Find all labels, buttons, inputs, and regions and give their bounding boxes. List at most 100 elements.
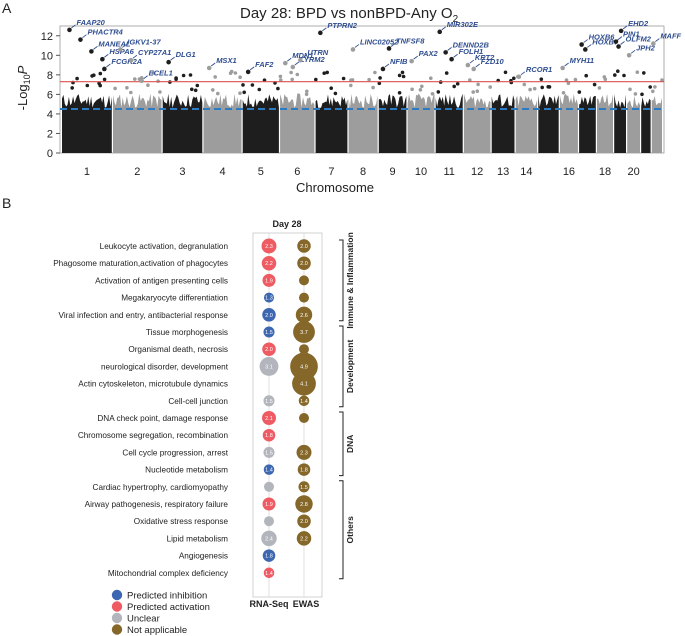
labeled-snp-point (139, 78, 144, 84)
labeled-snp-point (89, 49, 94, 54)
ewas-bubble (296, 531, 312, 546)
ewas-bubble (296, 444, 312, 460)
snp-point (616, 69, 620, 73)
x-tick-label: 10 (415, 166, 427, 178)
rnaseq-bubble (262, 428, 276, 442)
panel-a-label: A (2, 0, 12, 16)
snp-point (233, 71, 238, 75)
legend-swatch (111, 589, 123, 601)
snp-point (400, 70, 405, 75)
labeled-snp-point (471, 66, 477, 72)
ewas-bubble (293, 321, 315, 343)
chromosome-band-20 (627, 95, 640, 153)
rnaseq-bubble (263, 464, 275, 475)
gene-label-arrow (583, 39, 588, 43)
bubble-zscore-label: 1.5 (300, 485, 308, 491)
snp-point (278, 74, 283, 79)
snp-point (547, 85, 552, 89)
snp-point (305, 89, 309, 94)
snp-point (512, 76, 516, 81)
snp-point (540, 85, 544, 90)
rnaseq-bubble (263, 292, 275, 303)
labeled-snp-point (516, 74, 522, 80)
bubble-zscore-label: 1.8 (265, 433, 273, 439)
pathway-label: Lipid metabolism (167, 534, 229, 543)
bubble-zscore-label: 2.0 (265, 313, 273, 319)
snp-point (633, 92, 638, 96)
gene-label: HSPA6 (109, 47, 134, 56)
pathway-label: Cardiac hypertrophy, cardiomyopathy (93, 483, 229, 492)
x-tick-label: 3 (179, 166, 185, 178)
gene-label-arrow (390, 43, 396, 47)
snp-point (401, 74, 406, 79)
x-tick-label: 5 (258, 166, 264, 178)
snp-point (211, 88, 215, 92)
pathway-label: Cell-cell junction (168, 397, 228, 406)
snp-point (577, 90, 582, 94)
snp-point (455, 82, 460, 86)
pathway-label: Viral infection and entry, antibacterial… (59, 311, 229, 320)
snp-point (613, 73, 617, 77)
snp-point (250, 83, 255, 87)
gene-label-arrow (453, 53, 458, 58)
gene-label: IGKV1-37 (127, 37, 161, 46)
snp-point (528, 87, 532, 92)
snp-point (648, 85, 652, 89)
ewas-bubble (297, 256, 311, 270)
gene-label: MAFF (660, 32, 681, 41)
labeled-snp-point (582, 47, 588, 52)
ewas-bubble (292, 371, 316, 396)
snp-point (133, 77, 137, 81)
snp-point (193, 88, 198, 93)
snp-point (295, 72, 300, 77)
pathway-label: Megakaryocyte differentiation (121, 294, 228, 303)
labeled-snp-point (206, 65, 212, 71)
labeled-snp-point (282, 60, 288, 66)
labeled-snp-point (443, 50, 448, 55)
gene-label: DLG1 (176, 50, 196, 59)
gene-label: JPH2 (636, 43, 656, 52)
snp-point (341, 76, 346, 81)
x-tick-label: 4 (219, 166, 225, 178)
bubble-zscore-label: 1.4 (265, 468, 273, 474)
snp-point (573, 77, 578, 82)
gene-label: MYH11 (570, 56, 594, 65)
snp-point (377, 81, 382, 86)
manhattan-title-main: Day 28: BPD vs nonBPD-Any O (240, 5, 453, 22)
gene-label-arrow (93, 46, 98, 50)
snp-point (397, 91, 402, 95)
legend-label: Predicted activation (127, 602, 210, 613)
x-tick-label: 12 (471, 166, 483, 178)
group-bracket (339, 239, 344, 322)
manhattan-x-axis-label: Chromosome (296, 180, 374, 195)
x-tick-label: 2 (134, 166, 140, 178)
bubble-zscore-label: 1.5 (265, 450, 273, 456)
gene-label-arrow (630, 49, 636, 54)
rnaseq-bubble (261, 530, 277, 547)
snp-point (190, 87, 194, 92)
snp-point (476, 82, 480, 87)
snp-point (276, 86, 280, 91)
ewas-bubble (298, 481, 310, 493)
pathway-label: Nucleotide metabolism (145, 466, 228, 475)
pathway-label: Tissue morphogenesis (146, 328, 228, 337)
y-label-log: -Log (15, 84, 30, 110)
gene-label: LYRM2 (300, 55, 326, 64)
gene-label-arrow (475, 63, 480, 68)
gene-label-arrow (82, 34, 87, 39)
chromosome-band-17 (579, 95, 596, 153)
snp-point (429, 76, 433, 80)
chromosome-band-9 (378, 94, 407, 153)
labeled-snp-point (380, 66, 386, 72)
pathway-label: Angiogenesis (179, 552, 228, 561)
snp-point (238, 91, 242, 95)
snp-point (628, 87, 632, 92)
gene-label-arrow (413, 55, 418, 60)
rnaseq-bubble (263, 395, 275, 407)
snp-point (98, 71, 103, 76)
snp-point (329, 86, 334, 90)
chromosome-band-10 (407, 93, 435, 153)
x-tick-label: 8 (360, 166, 366, 178)
pathway-label: Leukocyte activation, degranulation (100, 242, 229, 251)
